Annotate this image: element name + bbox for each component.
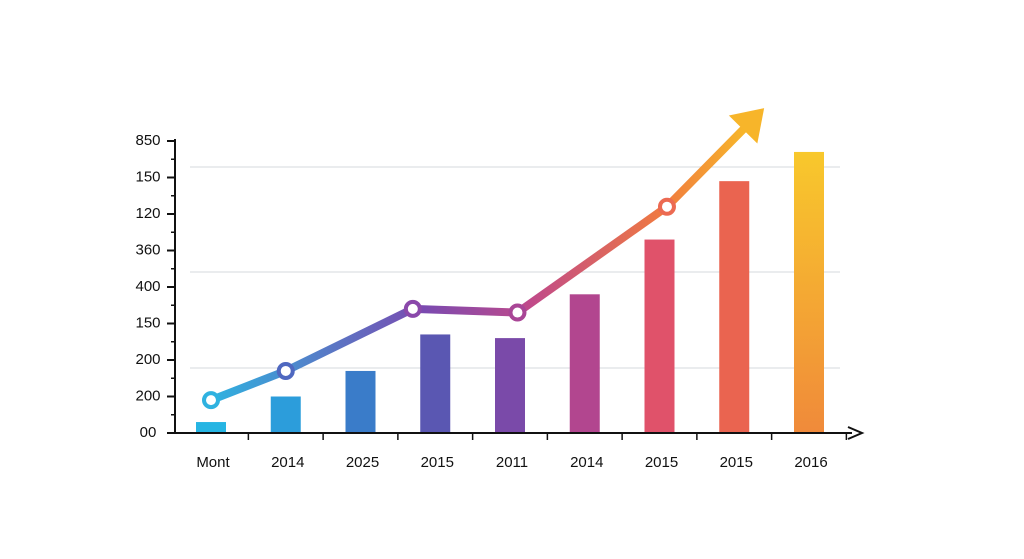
y-tick-label: 400 bbox=[135, 278, 160, 295]
bar bbox=[569, 294, 600, 433]
x-tick-label: 2025 bbox=[346, 454, 379, 471]
bar bbox=[495, 338, 525, 433]
y-tick-label: 150 bbox=[135, 314, 160, 331]
trend-point bbox=[403, 299, 422, 318]
x-tick-label: 2015 bbox=[720, 454, 753, 471]
bar bbox=[719, 181, 750, 433]
y-tick-label: 850 bbox=[135, 132, 160, 149]
trend-point bbox=[202, 391, 220, 410]
trend-line bbox=[207, 125, 748, 405]
bar bbox=[644, 239, 675, 433]
x-tick-label: 2011 bbox=[496, 454, 528, 471]
trend-point bbox=[657, 197, 676, 216]
x-tick-label: 2014 bbox=[570, 454, 603, 471]
trend-point bbox=[508, 303, 527, 322]
x-tick-label: Mont bbox=[196, 454, 230, 471]
x-tick-label: 2016 bbox=[794, 454, 827, 471]
x-tick-label: 2015 bbox=[645, 454, 678, 471]
x-tick-label: 2014 bbox=[271, 454, 304, 471]
bar bbox=[196, 422, 226, 433]
trend-point bbox=[276, 361, 295, 380]
trend-arrow-head bbox=[728, 108, 765, 144]
y-tick-label: 200 bbox=[135, 387, 160, 404]
y-tick-label: 200 bbox=[135, 351, 160, 368]
y-tick-label: 120 bbox=[135, 205, 160, 222]
x-axis-arrow bbox=[847, 426, 865, 440]
x-tick-label: 2015 bbox=[421, 454, 454, 471]
y-tick-label: 150 bbox=[135, 168, 160, 185]
bar bbox=[420, 334, 451, 433]
y-tick-label: 00 bbox=[140, 424, 157, 441]
bar bbox=[794, 151, 824, 433]
marks bbox=[196, 108, 824, 433]
y-tick-label: 360 bbox=[135, 241, 160, 258]
bar bbox=[345, 370, 376, 433]
bar bbox=[270, 396, 301, 433]
